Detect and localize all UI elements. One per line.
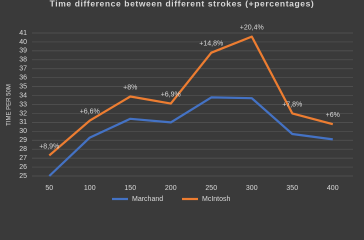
y-tick-label: 32 <box>19 110 27 117</box>
annotation: +14,8% <box>199 41 223 48</box>
x-tick-label: 350 <box>286 185 298 192</box>
y-tick-label: 34 <box>19 92 27 99</box>
annotation: +20,4% <box>240 24 264 31</box>
y-tick-label: 37 <box>19 66 27 73</box>
y-tick-label: 27 <box>19 155 27 162</box>
y-tick-label: 31 <box>19 119 27 126</box>
annotation: +6,6% <box>80 108 100 115</box>
y-tick-label: 30 <box>19 128 27 135</box>
chart: Time difference between different stroke… <box>0 0 364 205</box>
x-tick-label: 400 <box>327 185 339 192</box>
annotation: +8% <box>123 84 137 91</box>
y-tick-label: 35 <box>19 83 27 90</box>
series-line <box>48 35 334 157</box>
x-tick-label: 250 <box>205 185 217 192</box>
annotation: +6,9% <box>161 91 181 98</box>
background <box>0 0 364 205</box>
y-tick-label: 38 <box>19 57 27 64</box>
annotation: +6% <box>326 112 340 119</box>
annotation: +7,8% <box>282 101 302 108</box>
x-tick-label: 50 <box>45 185 53 192</box>
y-tick-label: 40 <box>19 39 27 46</box>
annotation: +8,9% <box>39 143 59 150</box>
legend-label: McIntosh <box>202 196 231 203</box>
x-tick-label: 100 <box>84 185 96 192</box>
x-tick-label: 150 <box>124 185 136 192</box>
y-tick-label: 26 <box>19 164 27 171</box>
y-tick-label: 28 <box>19 146 27 153</box>
page: Time difference between different stroke… <box>0 0 364 205</box>
y-tick-label: 41 <box>19 30 27 37</box>
y-axis-title: TIME PER 50M <box>7 84 13 126</box>
y-tick-label: 33 <box>19 101 27 108</box>
y-tick-label: 25 <box>19 173 27 180</box>
y-tick-label: 39 <box>19 48 27 55</box>
chart-title: Time difference between different stroke… <box>50 0 315 8</box>
y-tick-label: 29 <box>19 137 27 144</box>
legend-label: Marchand <box>132 196 163 203</box>
x-tick-label: 200 <box>165 185 177 192</box>
y-tick-label: 36 <box>19 75 27 82</box>
x-tick-label: 300 <box>246 185 258 192</box>
series-line <box>48 96 333 177</box>
